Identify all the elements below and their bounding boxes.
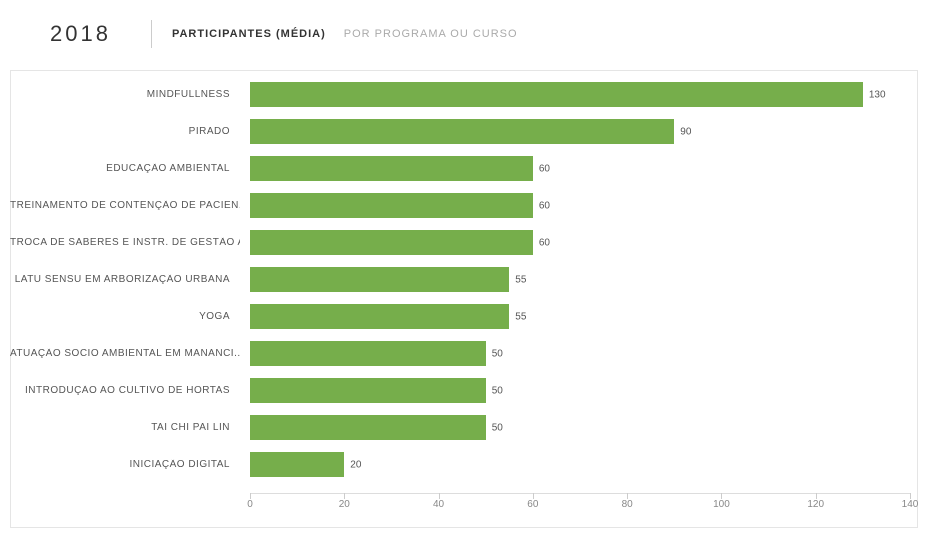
x-tick-label: 20: [339, 499, 350, 510]
bar: 50: [250, 341, 486, 366]
category-label: EDUCAÇÃO AMBIENTAL: [10, 163, 240, 174]
value-label: 55: [515, 311, 526, 322]
chart-area: MINDFULLNESS 130 PIRADO 90 EDUCAÇÃO AMBIENTA…: [10, 70, 920, 530]
value-label: 60: [539, 200, 550, 211]
category-label: ATUAÇÃO SOCIO AMBIENTAL EM MANANCI...: [10, 348, 240, 359]
bar: 55: [250, 267, 509, 292]
bar-row: YOGA 55: [10, 304, 509, 329]
value-label: 20: [350, 459, 361, 470]
bar-row: ATUAÇÃO SOCIO AMBIENTAL EM MANANCI... 50: [10, 341, 486, 366]
x-tick-label: 100: [713, 499, 730, 510]
x-axis: [250, 493, 910, 494]
category-label: MINDFULLNESS: [10, 89, 240, 100]
category-label: TAI CHI PAI LIN: [10, 422, 240, 433]
sub-label: POR PROGRAMA OU CURSO: [344, 28, 518, 40]
metric-label: PARTICIPANTES (MÉDIA): [172, 28, 326, 40]
value-label: 130: [869, 89, 886, 100]
bar-row: EDUCAÇÃO AMBIENTAL 60: [10, 156, 533, 181]
x-tick-label: 140: [902, 499, 919, 510]
category-label: YOGA: [10, 311, 240, 322]
bar-row: TROCA DE SABERES E INSTR. DE GESTÃO A...…: [10, 230, 533, 255]
category-label: PIRADO: [10, 126, 240, 137]
x-tick-label: 60: [527, 499, 538, 510]
bar: 60: [250, 230, 533, 255]
year-label: 2018: [50, 21, 111, 47]
header-divider: [151, 20, 152, 48]
value-label: 60: [539, 237, 550, 248]
bar: 50: [250, 415, 486, 440]
category-label: TROCA DE SABERES E INSTR. DE GESTÃO A...: [10, 237, 240, 248]
category-label: TREINAMENTO DE CONTENÇÃO DE PACIEN...: [10, 200, 240, 211]
bar-row: LATU SENSU EM ARBORIZAÇÃO URBANA 55: [10, 267, 509, 292]
bar: 55: [250, 304, 509, 329]
category-label: INICIAÇÃO DIGITAL: [10, 459, 240, 470]
value-label: 50: [492, 348, 503, 359]
bar-row: INICIAÇÃO DIGITAL 20: [10, 452, 344, 477]
bar-row: TREINAMENTO DE CONTENÇÃO DE PACIEN... 60: [10, 193, 533, 218]
x-tick-label: 120: [807, 499, 824, 510]
category-label: INTRODUÇÃO AO CULTIVO DE HORTAS: [10, 385, 240, 396]
chart-header: 2018 PARTICIPANTES (MÉDIA) POR PROGRAMA …: [0, 0, 930, 50]
bar-row: MINDFULLNESS 130: [10, 82, 863, 107]
bar: 50: [250, 378, 486, 403]
value-label: 90: [680, 126, 691, 137]
value-label: 55: [515, 274, 526, 285]
category-label: LATU SENSU EM ARBORIZAÇÃO URBANA: [10, 274, 240, 285]
bar-row: PIRADO 90: [10, 119, 674, 144]
bar: 60: [250, 156, 533, 181]
bar: 90: [250, 119, 674, 144]
bar-row: INTRODUÇÃO AO CULTIVO DE HORTAS 50: [10, 378, 486, 403]
value-label: 50: [492, 422, 503, 433]
x-tick-label: 80: [622, 499, 633, 510]
bar-row: TAI CHI PAI LIN 50: [10, 415, 486, 440]
x-tick-label: 40: [433, 499, 444, 510]
value-label: 50: [492, 385, 503, 396]
bar: 60: [250, 193, 533, 218]
bar: 20: [250, 452, 344, 477]
value-label: 60: [539, 163, 550, 174]
bar: 130: [250, 82, 863, 107]
x-tick-label: 0: [247, 499, 253, 510]
